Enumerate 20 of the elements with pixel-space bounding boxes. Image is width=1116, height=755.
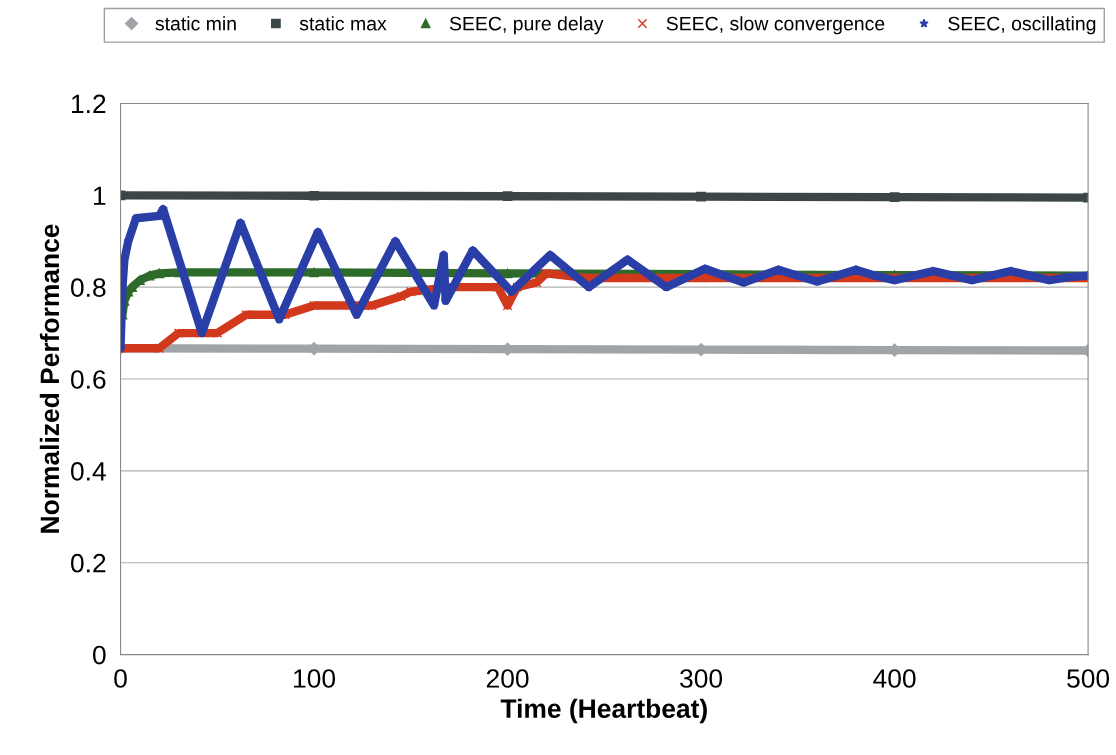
legend-label: SEEC, pure delay [449,16,604,35]
y-tick-label: 0.6 [70,370,106,389]
x-tick-label: 400 [873,669,916,688]
y-tick-label: 0.2 [70,553,106,573]
x-tick-label: 300 [680,669,723,688]
x-axis-title: Time (Heartbeat) [500,698,707,724]
legend-label: SEEC, slow convergence [666,16,885,35]
legend-label: static max [299,16,387,31]
y-tick-label: 0.8 [70,278,106,297]
y-tick-label: 1 [93,186,106,205]
y-tick-label: 0.4 [70,462,106,481]
x-tick-label: 200 [486,669,529,688]
x-tick-label: 0 [114,669,127,688]
x-tick-label: 500 [1067,669,1110,688]
legend-label: static min [155,16,236,31]
legend-label: SEEC, oscillating [948,16,1096,35]
y-tick-label: 1.2 [71,94,106,113]
x-tick-label: 100 [294,669,336,688]
y-axis-title: Normalized Performance [39,224,60,533]
y-tick-label: 0 [93,645,106,665]
